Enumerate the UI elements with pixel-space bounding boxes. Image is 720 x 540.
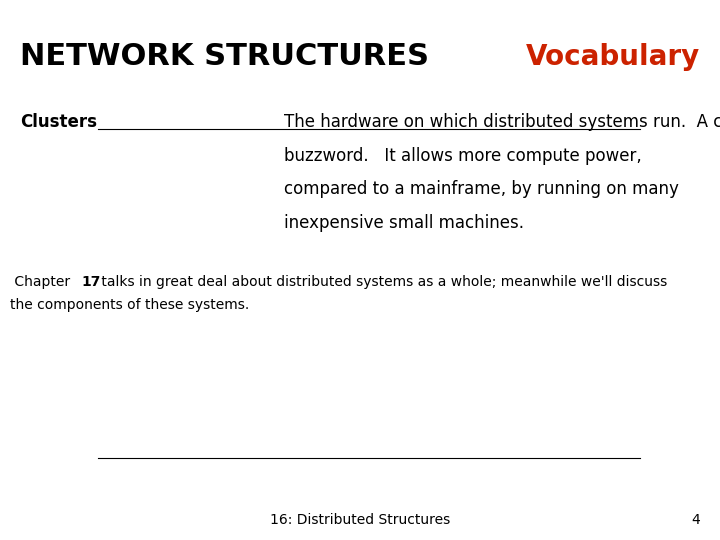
Text: Chapter: Chapter: [10, 275, 75, 289]
Text: 4: 4: [691, 512, 700, 526]
Text: The hardware on which distributed systems run.  A current: The hardware on which distributed system…: [284, 113, 720, 131]
Text: 17: 17: [81, 275, 101, 289]
Text: the components of these systems.: the components of these systems.: [10, 298, 249, 312]
Text: Clusters: Clusters: [20, 113, 97, 131]
Text: compared to a mainframe, by running on many: compared to a mainframe, by running on m…: [284, 180, 679, 198]
Text: inexpensive small machines.: inexpensive small machines.: [284, 214, 524, 232]
Text: NETWORK STRUCTURES: NETWORK STRUCTURES: [20, 42, 429, 71]
Text: Vocabulary: Vocabulary: [526, 43, 700, 71]
Text: buzzword.   It allows more compute power,: buzzword. It allows more compute power,: [284, 147, 642, 165]
Text: talks in great deal about distributed systems as a whole; meanwhile we'll discus: talks in great deal about distributed sy…: [97, 275, 667, 289]
Text: 16: Distributed Structures: 16: Distributed Structures: [270, 512, 450, 526]
